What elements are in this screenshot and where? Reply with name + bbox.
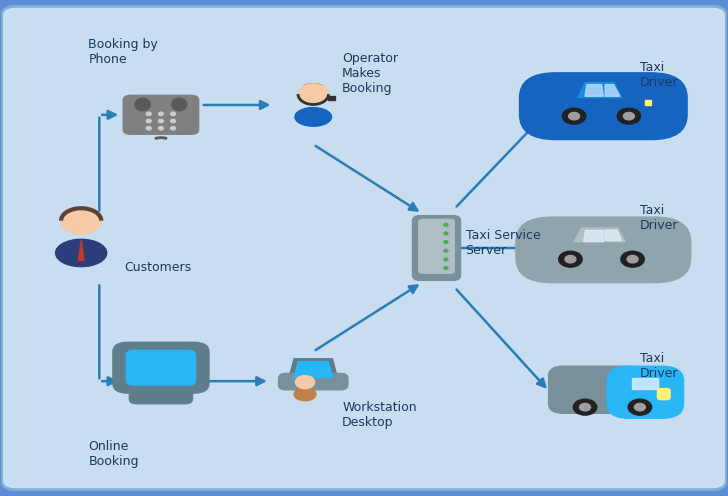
Text: Taxi
Driver: Taxi Driver (640, 352, 678, 380)
Polygon shape (632, 378, 658, 388)
Polygon shape (583, 230, 604, 241)
FancyBboxPatch shape (607, 366, 684, 418)
FancyBboxPatch shape (123, 95, 199, 134)
Circle shape (627, 255, 638, 263)
Circle shape (563, 108, 586, 124)
Text: Taxi
Driver: Taxi Driver (640, 62, 678, 89)
Circle shape (146, 126, 151, 130)
Text: Workstation
Desktop: Workstation Desktop (342, 401, 417, 429)
Circle shape (444, 267, 448, 269)
Ellipse shape (294, 388, 316, 401)
Polygon shape (294, 362, 333, 377)
Ellipse shape (172, 98, 187, 111)
FancyBboxPatch shape (126, 350, 196, 385)
FancyBboxPatch shape (520, 73, 687, 139)
Circle shape (574, 399, 597, 415)
Text: Booking by
Phone: Booking by Phone (88, 38, 158, 65)
Circle shape (628, 399, 652, 415)
FancyBboxPatch shape (419, 254, 454, 264)
FancyBboxPatch shape (1, 6, 727, 490)
FancyBboxPatch shape (279, 373, 348, 390)
FancyBboxPatch shape (113, 342, 209, 393)
Ellipse shape (303, 84, 324, 92)
Polygon shape (146, 383, 176, 396)
Polygon shape (574, 228, 625, 242)
Text: Customers: Customers (124, 261, 191, 274)
Text: Online
Booking: Online Booking (88, 440, 139, 468)
FancyBboxPatch shape (419, 219, 454, 230)
Ellipse shape (135, 98, 150, 111)
Circle shape (444, 249, 448, 252)
Circle shape (159, 126, 163, 130)
FancyBboxPatch shape (413, 216, 461, 280)
Polygon shape (585, 85, 604, 96)
FancyBboxPatch shape (130, 390, 193, 404)
Text: Taxi Service
Server: Taxi Service Server (465, 229, 540, 257)
Polygon shape (605, 230, 622, 241)
Ellipse shape (55, 239, 107, 267)
Circle shape (444, 232, 448, 235)
Circle shape (623, 113, 634, 120)
Circle shape (159, 120, 163, 123)
Circle shape (558, 251, 582, 267)
Circle shape (146, 112, 151, 116)
FancyBboxPatch shape (516, 217, 691, 283)
Text: Operator
Makes
Booking: Operator Makes Booking (342, 52, 398, 95)
FancyBboxPatch shape (419, 262, 454, 273)
Circle shape (621, 251, 644, 267)
FancyBboxPatch shape (657, 388, 670, 400)
Circle shape (444, 258, 448, 261)
Polygon shape (288, 359, 338, 379)
Circle shape (444, 223, 448, 226)
Circle shape (579, 403, 590, 411)
Circle shape (159, 112, 163, 116)
FancyBboxPatch shape (549, 366, 644, 413)
FancyBboxPatch shape (419, 246, 454, 256)
Circle shape (170, 126, 175, 130)
Circle shape (634, 403, 645, 411)
Text: Taxi
Driver: Taxi Driver (640, 204, 678, 233)
Ellipse shape (295, 108, 331, 126)
Polygon shape (578, 83, 622, 98)
FancyBboxPatch shape (419, 237, 454, 248)
Circle shape (146, 120, 151, 123)
Polygon shape (605, 85, 620, 96)
Circle shape (298, 84, 328, 105)
Polygon shape (78, 241, 84, 260)
Circle shape (296, 375, 314, 389)
Circle shape (617, 108, 641, 124)
Circle shape (565, 255, 576, 263)
FancyBboxPatch shape (419, 228, 454, 239)
Circle shape (444, 241, 448, 244)
Circle shape (170, 112, 175, 116)
Circle shape (61, 207, 101, 234)
Polygon shape (645, 100, 651, 105)
Circle shape (569, 113, 579, 120)
Polygon shape (328, 96, 335, 100)
Circle shape (170, 120, 175, 123)
